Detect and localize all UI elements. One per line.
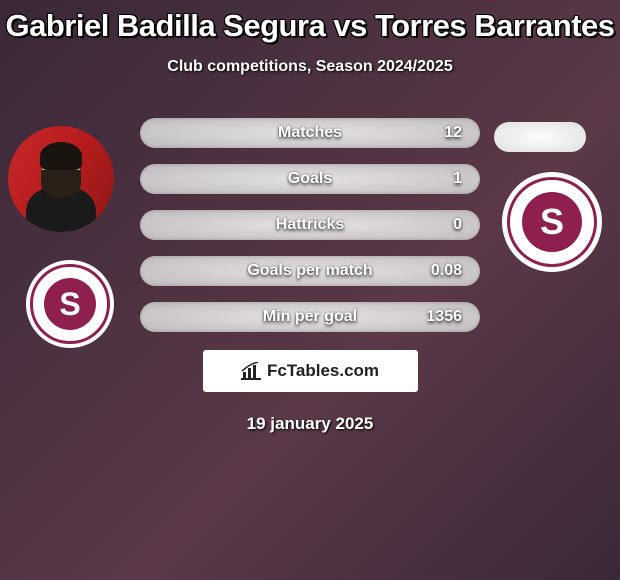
stat-row-hattricks: Hattricks 0 xyxy=(140,210,480,240)
club-badge-right: S xyxy=(502,172,602,272)
stat-label: Min per goal xyxy=(263,308,357,326)
chart-icon xyxy=(241,362,261,380)
stat-label: Matches xyxy=(278,124,342,142)
player-avatar-left xyxy=(8,126,114,232)
stat-value-right: 1 xyxy=(453,170,462,188)
stat-row-matches: Matches 12 xyxy=(140,118,480,148)
stat-label: Goals per match xyxy=(247,262,372,280)
stat-row-min-per-goal: Min per goal 1356 xyxy=(140,302,480,332)
club-letter: S xyxy=(59,288,80,320)
source-logo[interactable]: FcTables.com xyxy=(203,350,418,392)
player-avatar-right-placeholder xyxy=(494,122,586,152)
page-title: Gabriel Badilla Segura vs Torres Barrant… xyxy=(0,8,620,44)
stat-value-right: 1356 xyxy=(426,308,462,326)
stat-value-right: 12 xyxy=(444,124,462,142)
date-label: 19 january 2025 xyxy=(0,414,620,434)
subtitle: Club competitions, Season 2024/2025 xyxy=(0,58,620,76)
stat-row-goals: Goals 1 xyxy=(140,164,480,194)
stat-value-right: 0.08 xyxy=(431,262,462,280)
stat-row-goals-per-match: Goals per match 0.08 xyxy=(140,256,480,286)
club-letter: S xyxy=(540,204,564,240)
logo-text: FcTables.com xyxy=(267,361,379,381)
stat-value-right: 0 xyxy=(453,216,462,234)
avatar-silhouette xyxy=(26,142,96,232)
club-badge-left: S xyxy=(26,260,114,348)
stat-label: Hattricks xyxy=(276,216,344,234)
stat-label: Goals xyxy=(288,170,332,188)
